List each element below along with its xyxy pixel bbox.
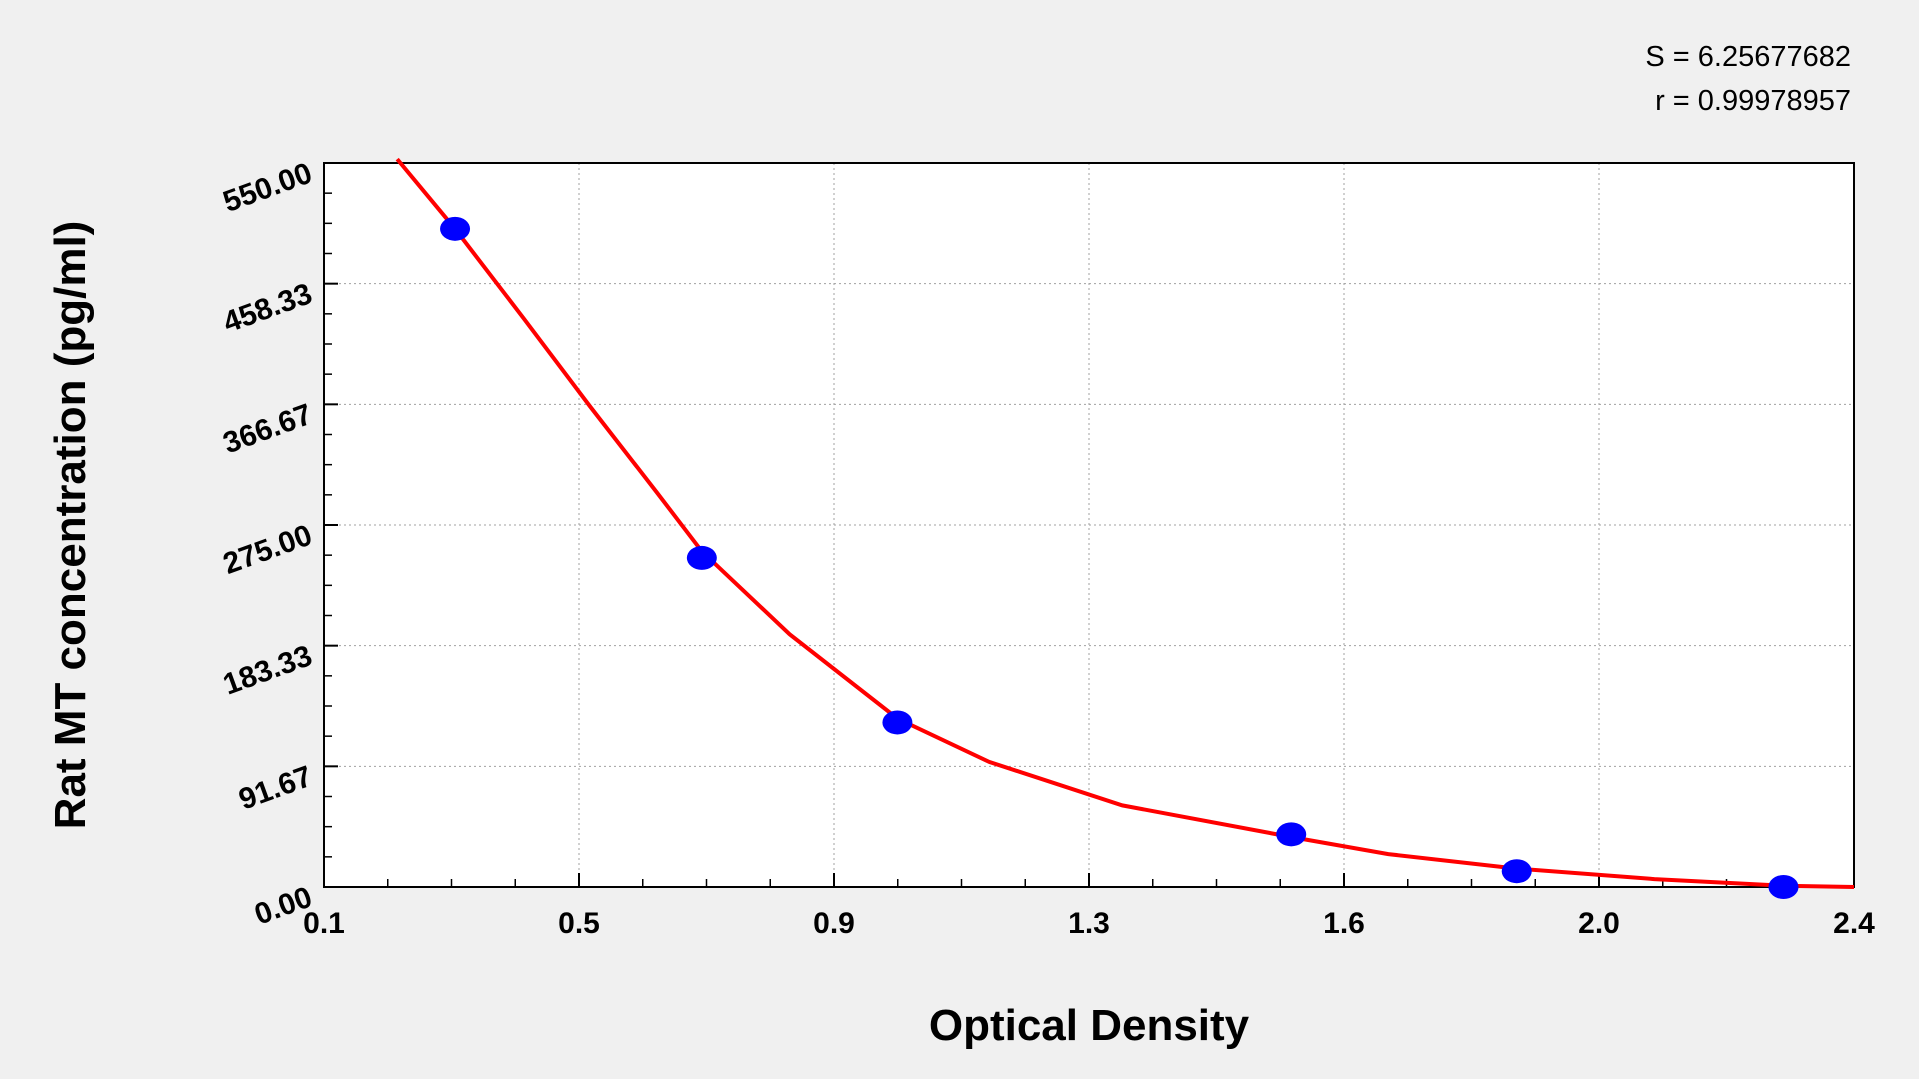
y-axis-title: Rat MT concentration (pg/ml)	[46, 221, 95, 830]
grid-lines	[324, 163, 1854, 887]
data-point	[1768, 875, 1799, 899]
y-tick-label: 275.00	[219, 519, 317, 581]
y-tick-label: 366.67	[219, 398, 317, 460]
y-tick-label: 91.67	[235, 760, 317, 817]
plot-frame	[323, 162, 1855, 888]
x-tick-label: 2.4	[1833, 907, 1875, 940]
stat-r: r = 0.99978957	[1655, 85, 1851, 117]
fit-curve	[395, 157, 1855, 889]
data-point	[882, 710, 913, 735]
y-tick-label: 550.00	[219, 157, 317, 219]
x-tick-label: 0.5	[558, 907, 600, 940]
x-tick-label: 2.0	[1578, 907, 1620, 940]
x-tick-label: 1.3	[1068, 907, 1110, 940]
x-axis-title: Optical Density	[929, 1001, 1250, 1050]
data-point	[1276, 822, 1307, 847]
data-point	[1501, 859, 1532, 884]
stat-s: S = 6.25677682	[1645, 41, 1851, 73]
y-tick-label: 458.33	[219, 277, 317, 339]
x-tick-label: 0.1	[303, 907, 345, 940]
data-points	[440, 216, 1799, 899]
data-point	[440, 216, 471, 241]
y-tick-label: 183.33	[219, 639, 317, 701]
x-tick-labels: 0.1 0.5 0.9 1.3 1.6 2.0 2.4	[303, 907, 1875, 940]
x-tick-label: 0.9	[813, 907, 855, 940]
x-tick-label: 1.6	[1323, 907, 1365, 940]
data-point	[686, 545, 717, 570]
